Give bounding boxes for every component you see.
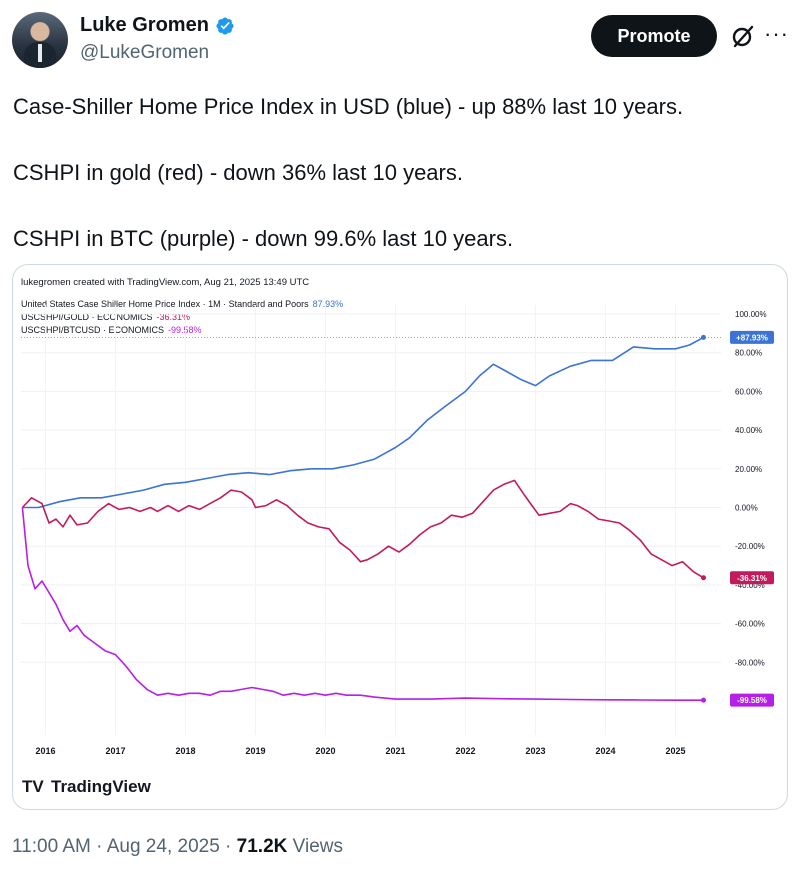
grok-icon[interactable] (729, 22, 757, 50)
series-line-cshpi (22, 336, 704, 509)
x-tick-label: 2018 (175, 746, 195, 756)
y-tick-label: 60.00% (735, 387, 762, 396)
chart-header: lukegromen created with TradingView.com,… (21, 277, 309, 288)
y-tick-label: 80.00% (735, 349, 762, 358)
x-tick-label: 2022 (455, 746, 475, 756)
y-tick-label: 0.00% (735, 504, 758, 513)
last-value-label-gold: -36.31% (737, 574, 767, 583)
chart-legend: United States Case Shiller Home Price In… (21, 299, 343, 335)
y-tick-label: -60.00% (735, 620, 765, 629)
tradingview-chart: lukegromen created with TradingView.com,… (21, 277, 774, 796)
x-tick-label: 2017 (105, 746, 125, 756)
y-tick-label: -20.00% (735, 542, 765, 551)
x-tick-label: 2024 (595, 746, 615, 756)
y-tick-label: -40.00% (735, 581, 765, 590)
x-tick-label: 2025 (665, 746, 685, 756)
svg-text:USCSHPI/BTCUSD · ECONOMICS-99.: USCSHPI/BTCUSD · ECONOMICS -99.58% (21, 325, 202, 335)
y-tick-label: 100.00% (735, 310, 767, 319)
tweet-text-line-2: CSHPI in gold (red) - down 36% last 10 y… (13, 160, 463, 185)
legend-value-gold: -36.31% (157, 312, 191, 322)
tweet-time[interactable]: 11:00 AM (12, 836, 91, 857)
last-value-label-btc: -99.58% (737, 696, 767, 705)
x-tick-label: 2020 (315, 746, 335, 756)
tweet-date[interactable]: Aug 24, 2025 (106, 836, 220, 857)
y-tick-label: 20.00% (735, 465, 762, 474)
more-options-icon[interactable]: ··· (764, 21, 789, 46)
legend-value-btc: -99.58% (168, 325, 202, 335)
chart-image[interactable]: lukegromen created with TradingView.com,… (12, 264, 788, 810)
series-endpoint (701, 334, 706, 340)
series-endpoint (701, 697, 706, 703)
last-value-label-btc-bg (730, 693, 774, 707)
promote-button[interactable]: Promote (591, 15, 717, 57)
svg-text:United States Case Shiller Hom: United States Case Shiller Home Price In… (21, 299, 343, 309)
last-value-label-cshpi: +87.93% (736, 333, 768, 342)
handle[interactable]: @LukeGromen (80, 42, 210, 63)
series-line-gold (21, 479, 704, 579)
last-value-label-cshpi-bg (730, 330, 774, 344)
display-name[interactable]: Luke Gromen (80, 14, 209, 36)
y-tick-label: 40.00% (735, 426, 762, 435)
avatar[interactable] (12, 12, 68, 68)
x-tick-label: 2021 (385, 746, 405, 756)
x-tick-label: 2019 (245, 746, 265, 756)
series-line-btc (21, 507, 704, 701)
views-count: 71.2K (236, 836, 288, 857)
verified-badge-icon (216, 16, 234, 35)
tradingview-logo: TV TradingView (22, 777, 152, 796)
legend-value-cshpi: 87.93% (313, 299, 344, 309)
legend-label-gold: USCSHPI/GOLD · ECONOMICS (21, 312, 153, 322)
legend-label-cshpi: United States Case Shiller Home Price In… (21, 299, 309, 309)
legend-label-btc: USCSHPI/BTCUSD · ECONOMICS (21, 325, 164, 335)
tweet-footer: 11:00 AM · Aug 24, 2025 · 71.2K Views (12, 836, 343, 857)
svg-text:USCSHPI/GOLD · ECONOMICS-36.31: USCSHPI/GOLD · ECONOMICS -36.31% (21, 312, 190, 322)
tweet-text-line-3: CSHPI in BTC (purple) - down 99.6% last … (13, 226, 514, 251)
tradingview-wordmark: TradingView (51, 777, 152, 796)
y-tick-label: -80.00% (735, 658, 765, 667)
series-endpoint (701, 575, 706, 581)
x-tick-label: 2023 (525, 746, 545, 756)
views-label: Views (287, 836, 343, 857)
tweet-text-line-1: Case-Shiller Home Price Index in USD (bl… (13, 94, 684, 119)
last-value-label-gold-bg (730, 571, 774, 585)
x-tick-label: 2016 (35, 746, 55, 756)
tradingview-logo-mark: TV (22, 777, 44, 796)
